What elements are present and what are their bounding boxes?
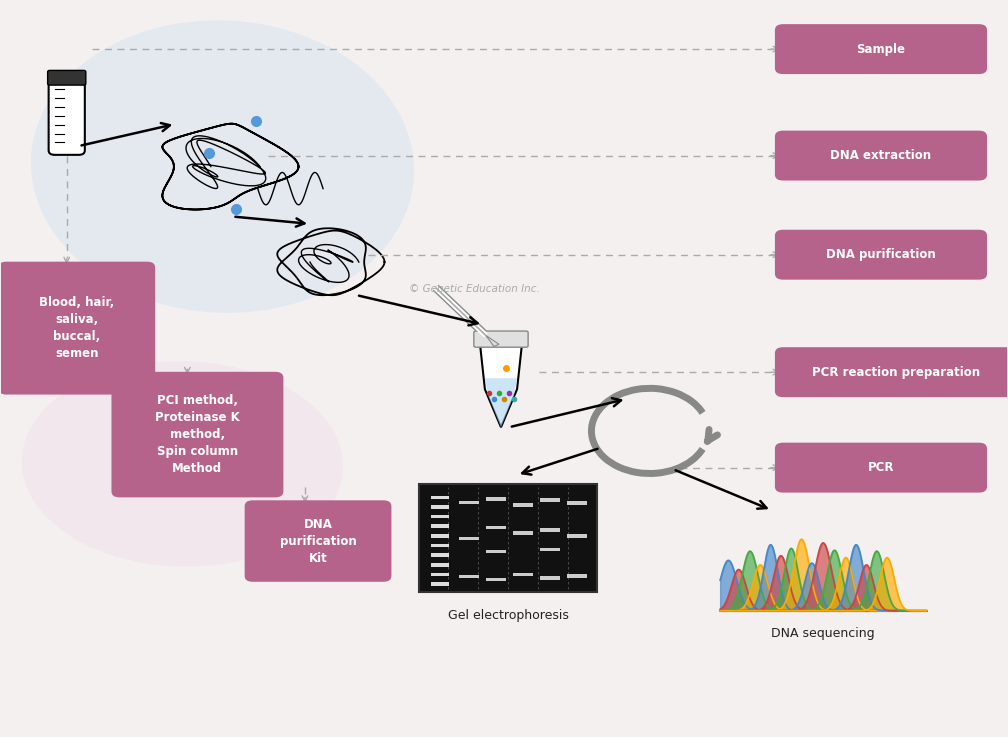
FancyBboxPatch shape bbox=[430, 534, 449, 538]
FancyBboxPatch shape bbox=[430, 553, 449, 557]
Polygon shape bbox=[480, 343, 522, 427]
FancyBboxPatch shape bbox=[775, 443, 987, 492]
FancyBboxPatch shape bbox=[540, 548, 560, 551]
FancyBboxPatch shape bbox=[459, 537, 479, 540]
FancyBboxPatch shape bbox=[48, 76, 85, 155]
FancyBboxPatch shape bbox=[430, 582, 449, 586]
FancyBboxPatch shape bbox=[513, 573, 533, 576]
FancyBboxPatch shape bbox=[430, 563, 449, 567]
FancyBboxPatch shape bbox=[459, 500, 479, 504]
FancyBboxPatch shape bbox=[568, 501, 588, 505]
FancyBboxPatch shape bbox=[430, 514, 449, 518]
Text: PCI method,
Proteinase K
method,
Spin column
Method: PCI method, Proteinase K method, Spin co… bbox=[155, 394, 240, 475]
FancyBboxPatch shape bbox=[430, 544, 449, 548]
FancyBboxPatch shape bbox=[430, 573, 449, 576]
Polygon shape bbox=[486, 335, 499, 346]
FancyBboxPatch shape bbox=[430, 505, 449, 509]
FancyBboxPatch shape bbox=[486, 550, 506, 553]
Text: PCR reaction preparation: PCR reaction preparation bbox=[812, 366, 980, 379]
Text: Blood, hair,
saliva,
buccal,
semen: Blood, hair, saliva, buccal, semen bbox=[39, 296, 114, 360]
FancyBboxPatch shape bbox=[775, 24, 987, 74]
FancyBboxPatch shape bbox=[474, 331, 528, 347]
FancyBboxPatch shape bbox=[0, 262, 155, 394]
FancyBboxPatch shape bbox=[513, 503, 533, 506]
FancyBboxPatch shape bbox=[418, 483, 598, 593]
Text: Sample: Sample bbox=[857, 43, 905, 55]
FancyBboxPatch shape bbox=[775, 230, 987, 279]
FancyBboxPatch shape bbox=[486, 525, 506, 529]
FancyBboxPatch shape bbox=[540, 498, 560, 502]
FancyBboxPatch shape bbox=[513, 531, 533, 535]
FancyBboxPatch shape bbox=[245, 500, 391, 581]
FancyBboxPatch shape bbox=[486, 578, 506, 581]
FancyBboxPatch shape bbox=[540, 576, 560, 580]
FancyBboxPatch shape bbox=[775, 130, 987, 181]
FancyBboxPatch shape bbox=[430, 495, 449, 499]
FancyBboxPatch shape bbox=[486, 497, 506, 500]
FancyBboxPatch shape bbox=[112, 371, 283, 497]
Text: DNA
purification
Kit: DNA purification Kit bbox=[279, 517, 357, 565]
Text: Gel electrophoresis: Gel electrophoresis bbox=[448, 609, 569, 621]
FancyBboxPatch shape bbox=[568, 534, 588, 538]
FancyBboxPatch shape bbox=[459, 575, 479, 579]
Text: PCR: PCR bbox=[868, 461, 894, 474]
Ellipse shape bbox=[21, 361, 343, 567]
Text: DNA sequencing: DNA sequencing bbox=[771, 627, 875, 640]
FancyBboxPatch shape bbox=[540, 528, 560, 531]
Ellipse shape bbox=[31, 20, 414, 313]
Polygon shape bbox=[485, 378, 517, 427]
FancyBboxPatch shape bbox=[47, 71, 86, 85]
Text: DNA purification: DNA purification bbox=[827, 248, 935, 261]
FancyBboxPatch shape bbox=[568, 574, 588, 578]
Text: © Genetic Education Inc.: © Genetic Education Inc. bbox=[408, 284, 539, 294]
FancyBboxPatch shape bbox=[430, 525, 449, 528]
Text: DNA extraction: DNA extraction bbox=[831, 149, 931, 162]
FancyBboxPatch shape bbox=[775, 347, 1008, 397]
